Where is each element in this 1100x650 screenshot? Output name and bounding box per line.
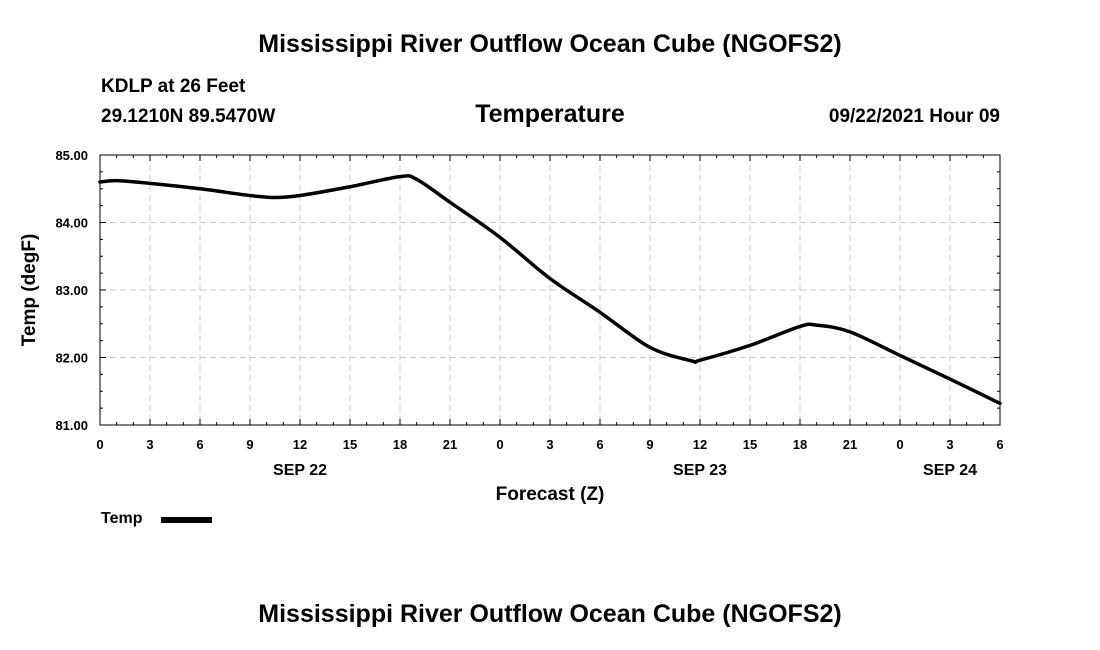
- station-coordinates: 29.1210N 89.5470W: [101, 106, 276, 127]
- legend-label: Temp: [101, 510, 143, 527]
- date-label: SEP 23: [673, 462, 727, 479]
- x-tick-label: 6: [596, 437, 603, 452]
- x-tick-label: 3: [546, 437, 553, 452]
- y-tick-label: 85.00: [55, 148, 88, 163]
- x-axis-label: Forecast (Z): [496, 484, 605, 505]
- chart-title: Temperature: [475, 100, 625, 128]
- x-tick-label: 12: [293, 437, 307, 452]
- x-tick-label: 0: [896, 437, 903, 452]
- x-tick-label: 3: [146, 437, 153, 452]
- y-tick-label: 81.00: [55, 418, 88, 433]
- x-tick-label: 6: [996, 437, 1003, 452]
- date-label: SEP 24: [923, 462, 977, 479]
- forecast-datetime: 09/22/2021 Hour 09: [828, 106, 1000, 127]
- y-tick-label: 83.00: [55, 283, 88, 298]
- station-label: KDLP at 26 Feet: [101, 76, 246, 97]
- x-tick-label: 15: [743, 437, 757, 452]
- x-tick-label: 0: [496, 437, 503, 452]
- x-tick-label: 0: [96, 437, 103, 452]
- legend-line-swatch: [161, 517, 212, 523]
- x-tick-label: 18: [793, 437, 807, 452]
- x-tick-label: 21: [443, 437, 457, 452]
- x-tick-label: 12: [693, 437, 707, 452]
- x-tick-label: 6: [196, 437, 203, 452]
- x-tick-label: 3: [946, 437, 953, 452]
- y-tick-label: 82.00: [55, 351, 88, 366]
- series-line-temp: [98, 174, 1002, 406]
- x-tick-label: 18: [393, 437, 407, 452]
- date-label: SEP 22: [273, 462, 327, 479]
- x-tick-label: 9: [246, 437, 253, 452]
- y-tick-label: 84.00: [55, 216, 88, 231]
- x-tick-label: 21: [843, 437, 857, 452]
- x-tick-label: 15: [343, 437, 357, 452]
- x-tick-label: 9: [646, 437, 653, 452]
- footer-title: Mississippi River Outflow Ocean Cube (NG…: [258, 600, 842, 628]
- y-axis-label: Temp (degF): [19, 234, 40, 347]
- page-title: Mississippi River Outflow Ocean Cube (NG…: [258, 30, 842, 58]
